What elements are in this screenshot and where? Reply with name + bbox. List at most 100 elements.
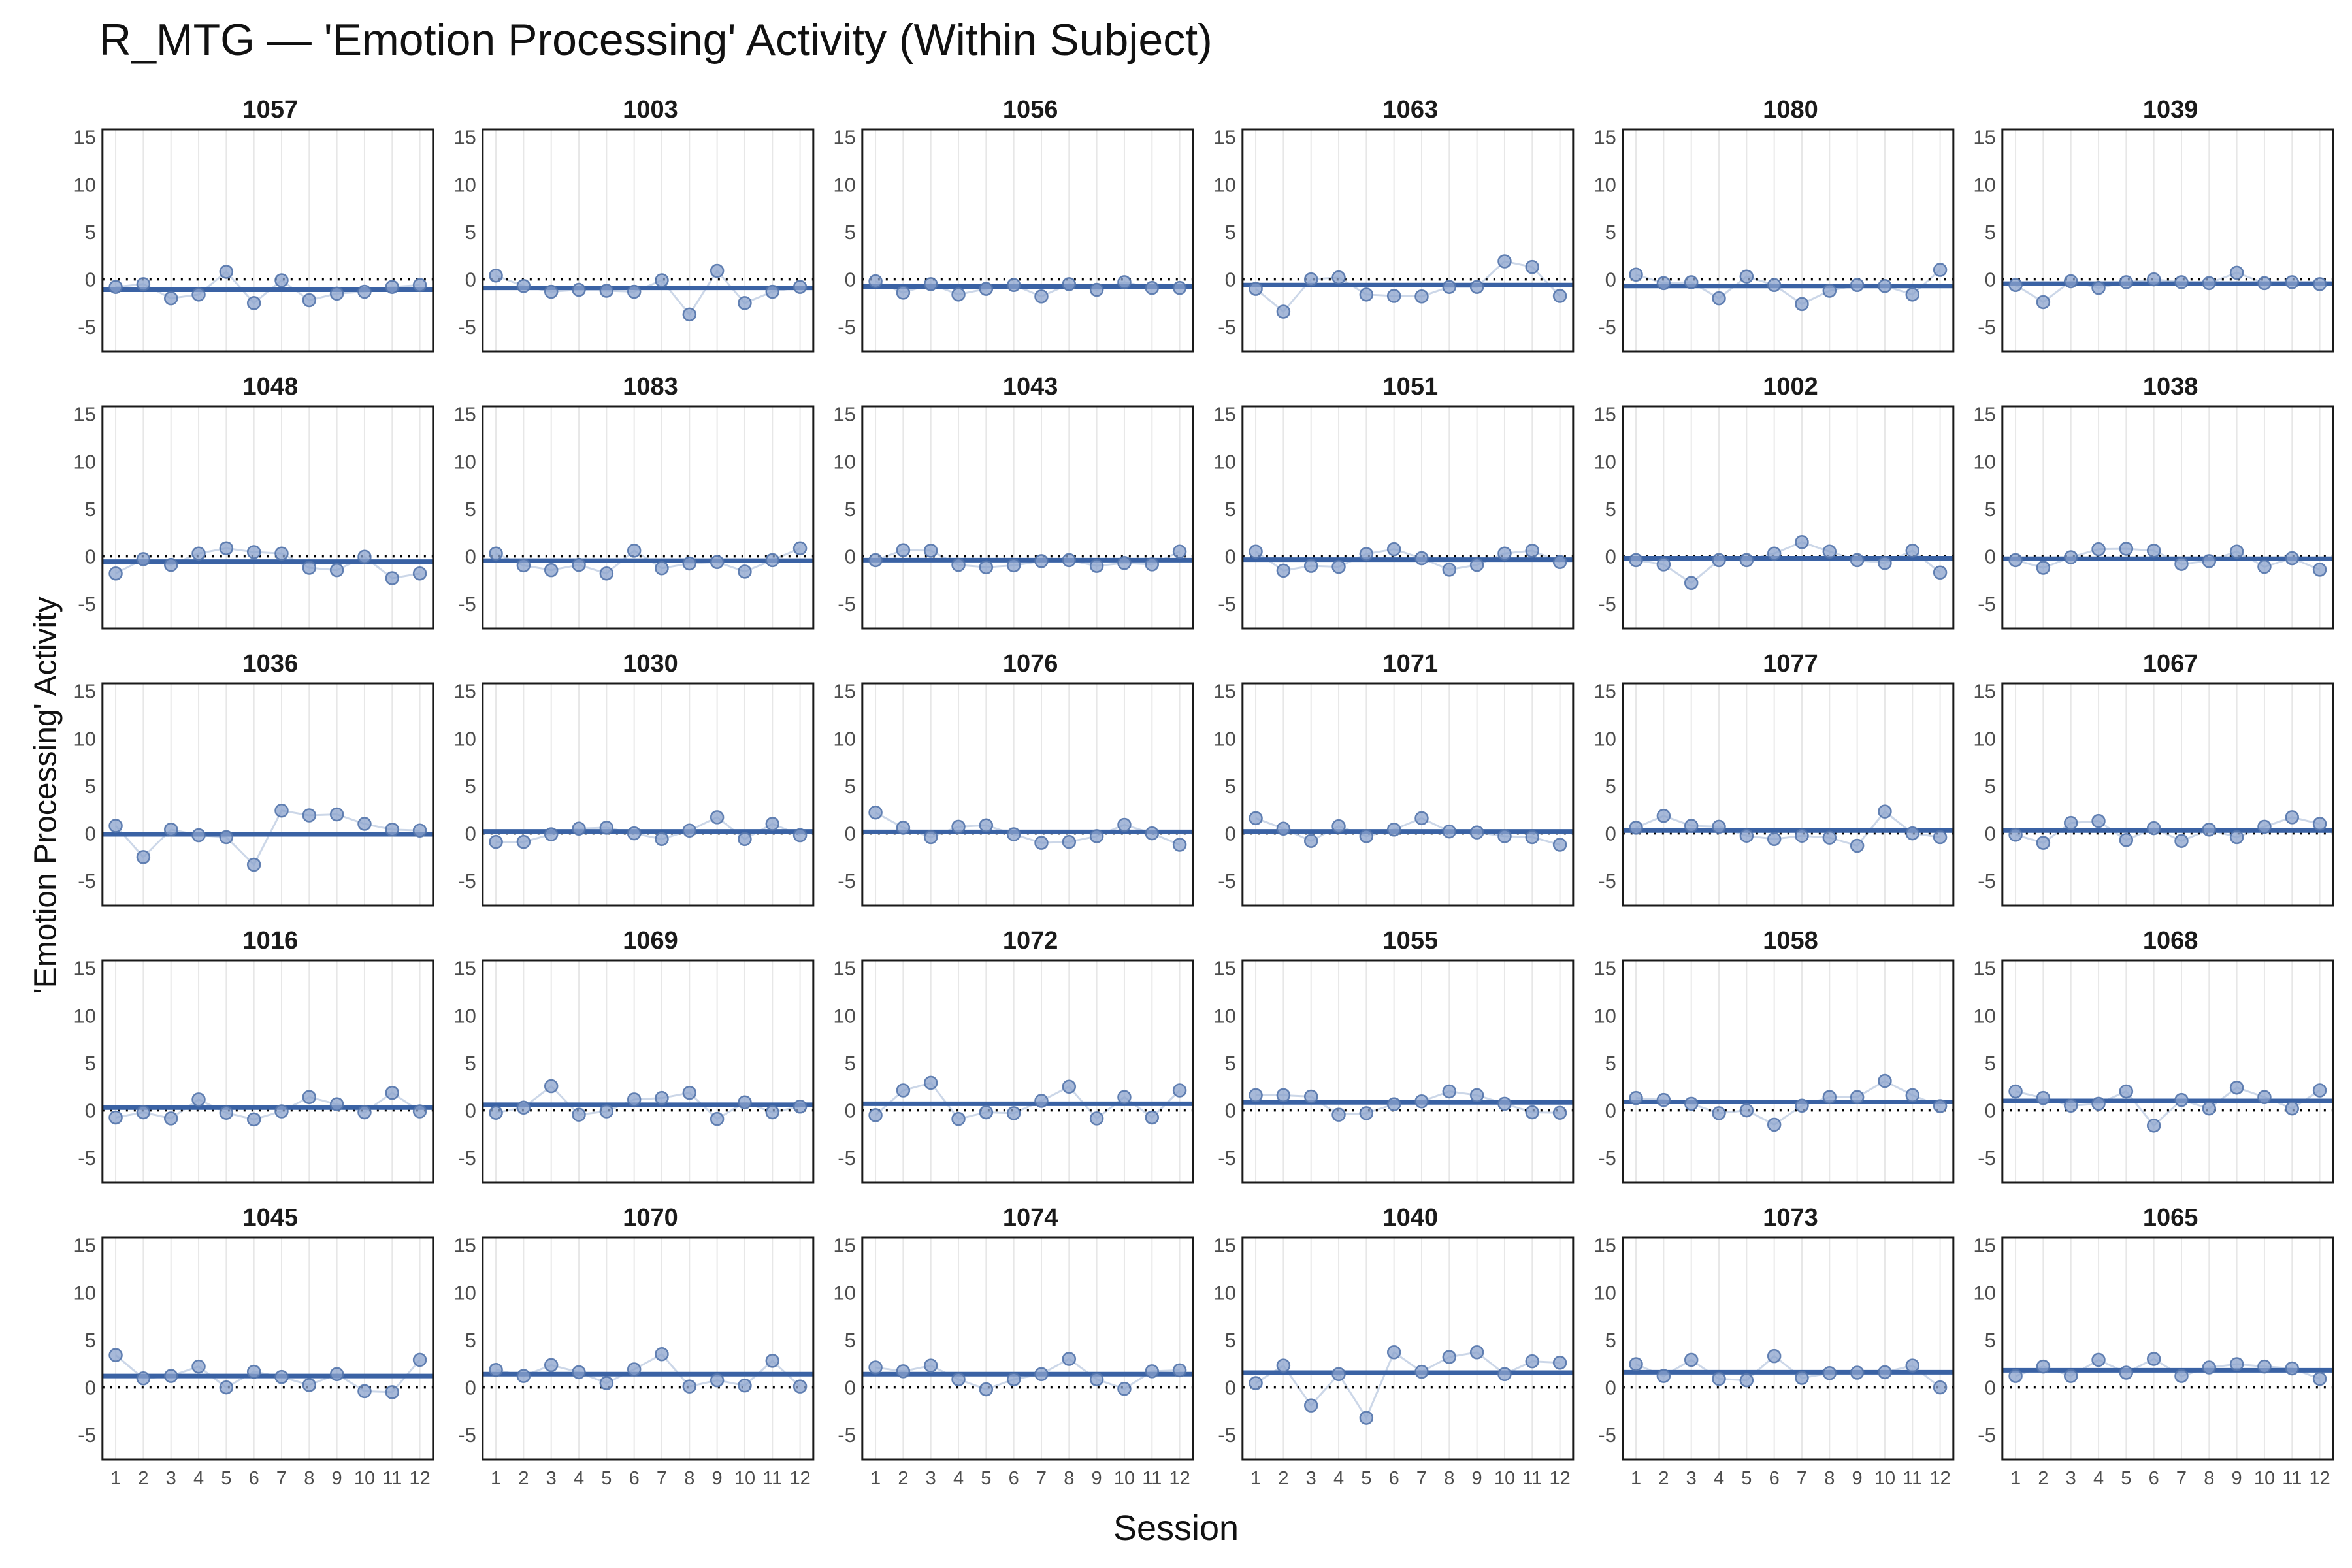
- y-tick-label: 10: [73, 1004, 95, 1027]
- x-tick-label: 4: [574, 1468, 584, 1489]
- data-point: [1628, 1090, 1643, 1105]
- data-point: [1628, 267, 1643, 282]
- data-point: [2008, 278, 2023, 293]
- data-point: [1442, 280, 1457, 294]
- data-point: [1090, 1111, 1104, 1126]
- data-point: [2313, 817, 2327, 831]
- facet-grid: 1057 15 10 5 0 -5 1003 15 10 5 0 -5 1056 15 10 5 0 -5 1063…: [65, 97, 2339, 1492]
- data-point: [1414, 1094, 1429, 1109]
- data-point: [2313, 1083, 2327, 1098]
- facet-title: 1036: [242, 650, 299, 678]
- data-point: [2064, 1369, 2078, 1383]
- panel-border: [481, 405, 814, 630]
- data-point: [163, 291, 178, 306]
- facet-panel: 15 10 5 0 -5: [73, 404, 434, 630]
- y-tick-label: 10: [1593, 727, 1616, 750]
- x-tick-label: 5: [2121, 1468, 2132, 1489]
- data-point: [1173, 1363, 1187, 1378]
- y-tick-label: 0: [85, 269, 96, 291]
- data-point: [571, 282, 586, 297]
- panel-background: [862, 406, 1194, 629]
- data-point: [1469, 280, 1484, 294]
- data-point: [1739, 269, 1754, 284]
- data-point: [1359, 1411, 1374, 1425]
- y-tick-label: 0: [1985, 269, 1996, 291]
- y-tick-label: 15: [1974, 404, 1996, 426]
- facet-1073: 1073 15 10 5 0 -5 1 2 3 4 5 6 7 8 9 10 11 12: [1586, 1205, 1959, 1492]
- data-point: [627, 544, 642, 558]
- data-point: [1303, 1089, 1318, 1104]
- facet-1056: 1056 15 10 5 0 -5: [825, 97, 1199, 355]
- data-point: [136, 850, 151, 864]
- data-point: [191, 828, 206, 843]
- x-tick-label: 8: [2204, 1468, 2215, 1489]
- data-point: [1249, 1088, 1263, 1103]
- panel-background: [1622, 683, 1953, 906]
- data-point: [1034, 1094, 1049, 1108]
- y-tick-label: 15: [73, 681, 95, 703]
- facet-panel: 15 10 5 0 -5: [73, 681, 434, 907]
- data-point: [357, 817, 372, 831]
- y-tick-label: 5: [845, 775, 856, 798]
- y-tick-label: 10: [1974, 1004, 1996, 1027]
- data-point: [1276, 1088, 1291, 1103]
- facet-panel: 15 10 5 0 -5: [834, 958, 1194, 1184]
- y-tick-label: 15: [73, 958, 95, 980]
- data-point: [868, 274, 883, 289]
- panel-border: [101, 1236, 434, 1461]
- data-point: [274, 1369, 289, 1384]
- data-point: [1034, 836, 1049, 850]
- data-point: [2036, 1359, 2051, 1374]
- data-point: [302, 293, 317, 308]
- data-point: [1767, 546, 1782, 561]
- data-point: [544, 1079, 559, 1094]
- data-point: [516, 558, 531, 573]
- data-point: [2036, 295, 2051, 310]
- panel-border: [1241, 682, 1575, 907]
- panel-background: [862, 683, 1194, 906]
- y-tick-label: -5: [1978, 1424, 1997, 1446]
- data-point: [1628, 553, 1643, 568]
- facet-1038: 1038 15 10 5 0 -5: [1965, 374, 2339, 632]
- data-point: [1386, 289, 1401, 303]
- facet-1030: 1030 15 10 5 0 -5: [446, 651, 819, 909]
- facet-title: 1003: [623, 96, 678, 123]
- facet-1071: 1071 15 10 5 0 -5: [1205, 651, 1579, 909]
- data-point: [2285, 1361, 2300, 1376]
- data-point: [108, 566, 123, 581]
- data-point: [1933, 1099, 1948, 1113]
- y-tick-label: 15: [834, 681, 856, 703]
- data-point: [2285, 810, 2300, 825]
- y-tick-label: 5: [1605, 1052, 1616, 1075]
- panel-background: [1622, 960, 1953, 1183]
- y-tick-label: 5: [1985, 1052, 1996, 1075]
- data-point: [1656, 1369, 1671, 1383]
- data-point: [412, 566, 427, 581]
- data-point: [2008, 1084, 2023, 1099]
- y-tick-label: 15: [1974, 1235, 1996, 1257]
- y-tick-label: 15: [1593, 681, 1616, 703]
- x-tick-label: 10: [2254, 1468, 2275, 1489]
- y-tick-label: 5: [845, 1329, 856, 1352]
- data-point: [1933, 1380, 1948, 1395]
- data-point: [2257, 276, 2272, 291]
- data-point: [2147, 821, 2161, 836]
- x-tick-label: 9: [711, 1468, 722, 1489]
- y-tick-label: -5: [1978, 1147, 1997, 1169]
- data-point: [1767, 1348, 1782, 1364]
- data-point: [516, 1100, 531, 1115]
- panel-background: [1242, 1237, 1573, 1460]
- facet-title: 1016: [242, 927, 299, 955]
- data-point: [1822, 1090, 1837, 1104]
- data-point: [1007, 827, 1021, 841]
- data-point: [1331, 819, 1346, 834]
- data-point: [571, 557, 586, 572]
- data-point: [2257, 819, 2272, 834]
- x-tick-label: 10: [734, 1468, 755, 1489]
- data-point: [108, 1348, 123, 1362]
- data-point: [2008, 828, 2023, 842]
- x-tick-label: 2: [2038, 1468, 2049, 1489]
- data-point: [1276, 563, 1291, 578]
- data-point: [682, 556, 696, 571]
- data-point: [108, 819, 123, 833]
